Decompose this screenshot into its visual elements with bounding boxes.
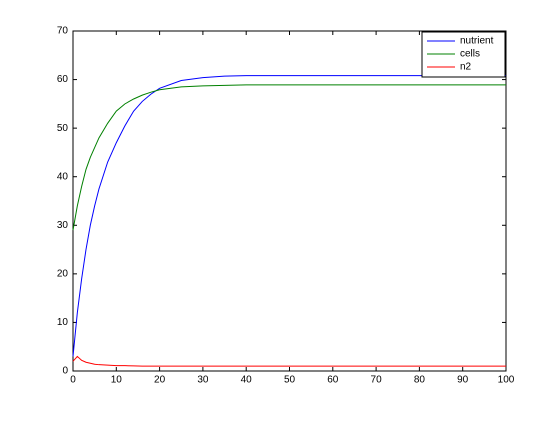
y-tick-label: 10: [57, 317, 69, 328]
x-tick-label: 80: [414, 375, 426, 386]
x-tick-label: 40: [241, 375, 253, 386]
series-line: [72, 75, 506, 357]
x-tick-label: 70: [371, 375, 383, 386]
legend-label: nutrient: [460, 36, 494, 47]
x-tick-label: 50: [284, 375, 296, 386]
x-tick-label: 90: [457, 375, 469, 386]
y-tick-label: 70: [57, 26, 69, 37]
legend-box: [421, 31, 506, 78]
plot-area: [72, 30, 507, 372]
y-tick-label: 0: [62, 366, 68, 377]
series-line: [72, 355, 506, 367]
x-tick-label: 10: [111, 375, 123, 386]
x-tick-label: 30: [197, 375, 209, 386]
y-tick-label: 30: [57, 220, 69, 231]
y-tick-label: 50: [57, 123, 69, 134]
x-tick-label: 60: [327, 375, 339, 386]
x-tick-label: 100: [498, 375, 515, 386]
x-tick-label: 20: [154, 375, 166, 386]
y-tick-label: 20: [57, 268, 69, 279]
legend-label: cells: [460, 49, 480, 60]
series-line: [72, 84, 506, 231]
legend-label: n2: [460, 62, 472, 73]
y-tick-label: 60: [57, 74, 69, 85]
y-tick-label: 40: [57, 171, 69, 182]
x-tick-label: 0: [70, 375, 76, 386]
